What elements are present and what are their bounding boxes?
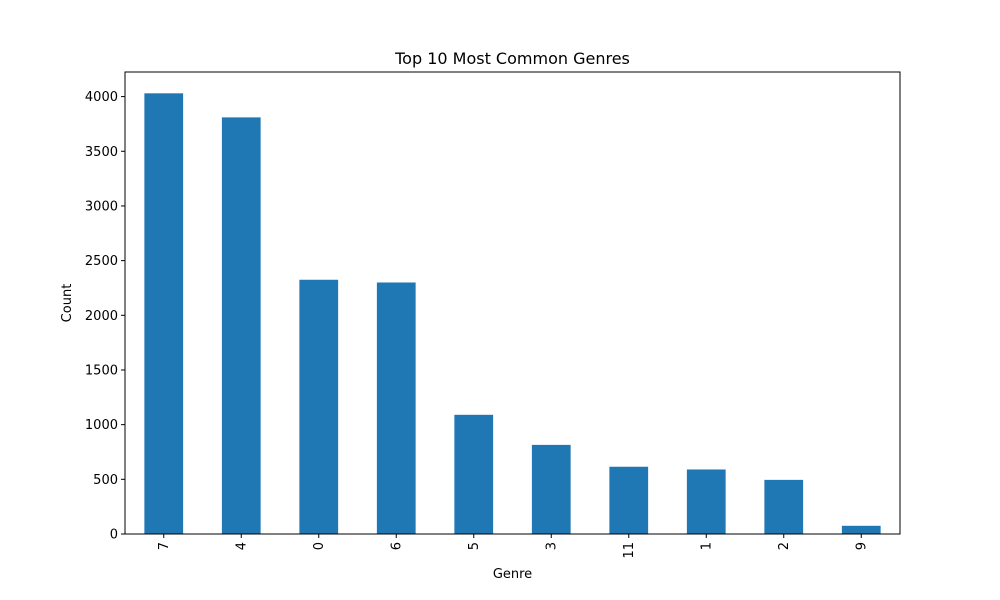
x-tick-label: 1 <box>699 542 714 550</box>
y-axis: 0 500 1000 1500 2000 2500 3000 3500 4000 <box>85 90 125 543</box>
x-axis-label: Genre <box>493 567 532 582</box>
y-tick-label: 1000 <box>85 418 118 433</box>
x-tick-label: 5 <box>467 542 482 550</box>
x-tick-label: 11 <box>622 542 637 559</box>
bar-genre-11 <box>609 466 649 534</box>
bar-genre-2 <box>764 479 804 534</box>
bars-layer <box>144 93 881 534</box>
x-tick-label: 7 <box>157 542 172 550</box>
y-tick-label: 4000 <box>85 90 118 105</box>
bar-genre-4 <box>221 117 261 534</box>
y-axis-label: Count <box>60 284 75 323</box>
bar-genre-0 <box>299 279 339 534</box>
chart-title: Top 10 Most Common Genres <box>394 49 630 68</box>
x-axis: 7 4 0 6 5 3 11 1 2 9 <box>157 534 869 559</box>
bar-genre-3 <box>531 444 571 534</box>
bar-genre-6 <box>376 282 416 534</box>
x-tick-label: 4 <box>234 542 249 550</box>
x-tick-label: 9 <box>854 542 869 550</box>
y-tick-label: 1500 <box>85 363 118 378</box>
y-tick-label: 3000 <box>85 199 118 214</box>
y-tick-label: 0 <box>110 528 118 543</box>
bar-genre-5 <box>454 414 494 534</box>
x-tick-label: 2 <box>777 542 792 550</box>
x-tick-label: 3 <box>544 542 559 550</box>
bar-genre-1 <box>686 469 726 534</box>
plot-frame <box>124 71 901 535</box>
bar-genre-9 <box>841 525 881 534</box>
x-tick-label: 6 <box>389 542 404 550</box>
y-tick-label: 2000 <box>85 309 118 324</box>
bar-genre-7 <box>144 93 184 534</box>
y-tick-label: 2500 <box>85 254 118 269</box>
y-tick-label: 500 <box>93 473 118 488</box>
y-tick-label: 3500 <box>85 145 118 160</box>
x-tick-label: 0 <box>312 542 327 550</box>
